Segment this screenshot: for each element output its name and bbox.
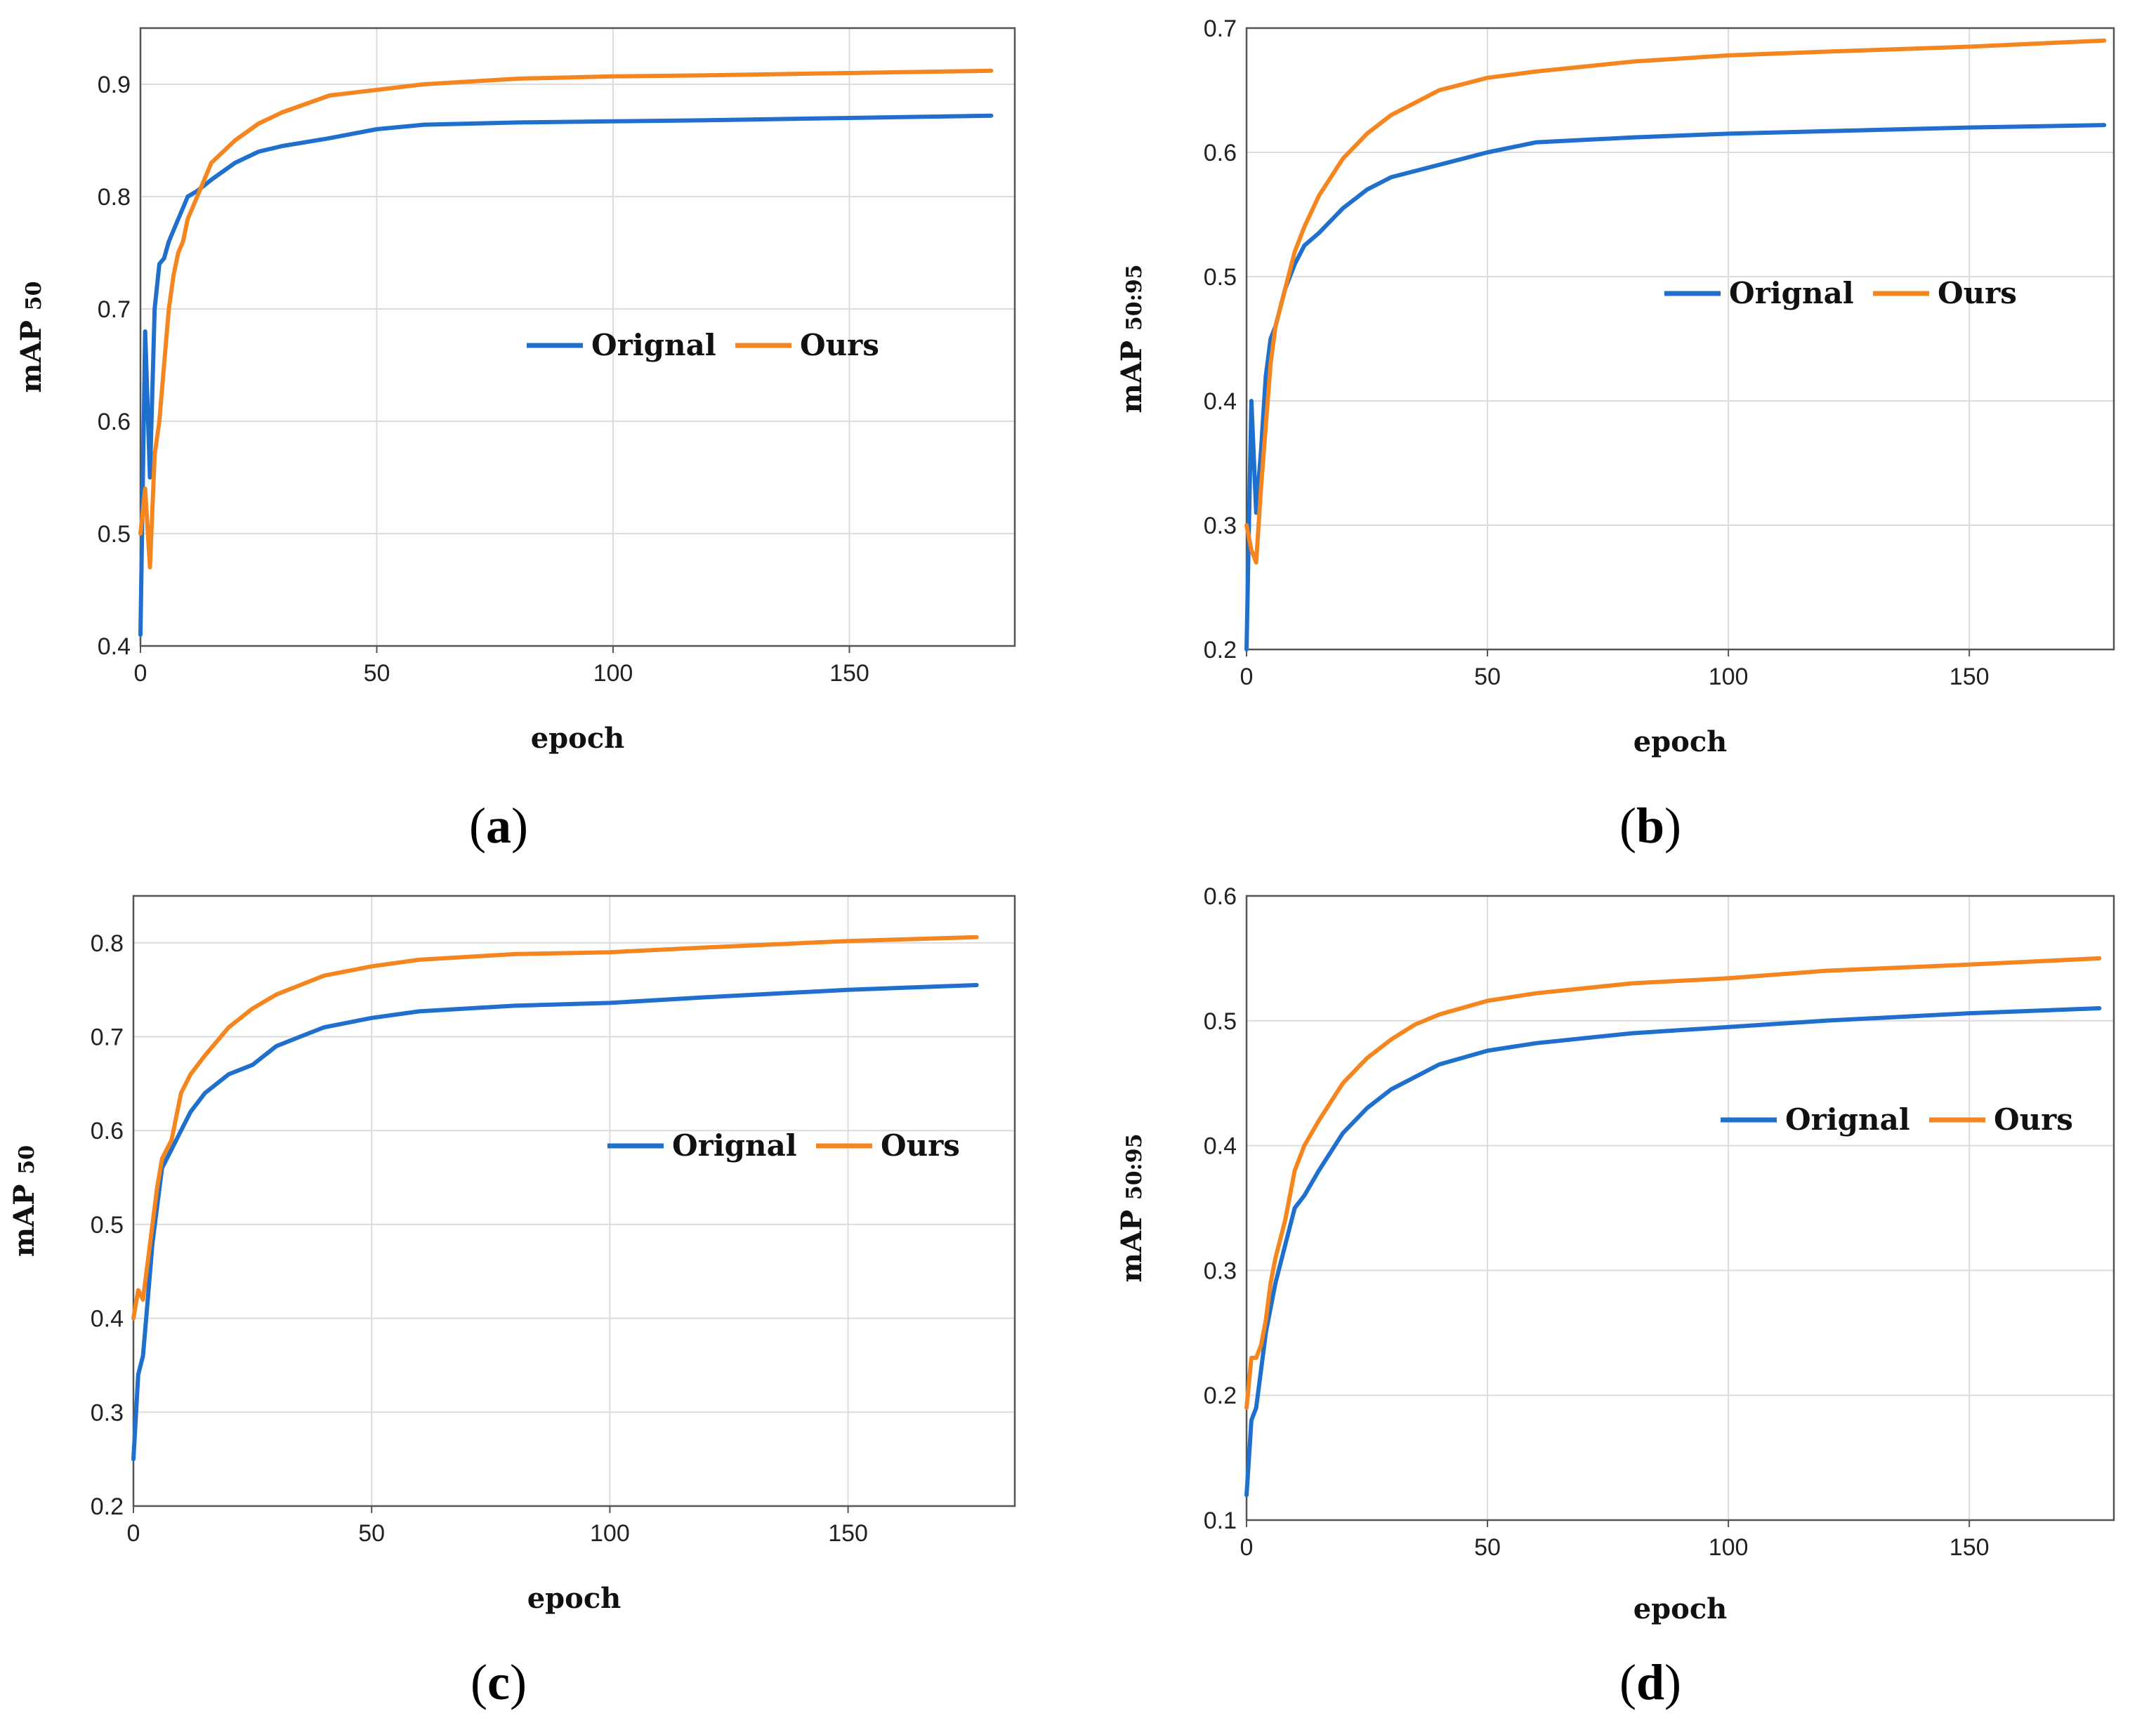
y-tick-label: 0.9 (98, 72, 131, 98)
chart-panel-d: 0 50 100 150 0.1 0.2 0.3 0.4 0.5 0.6 epoch mAP 50:9… (1115, 883, 2115, 1710)
legend: Orignal Ours (527, 328, 879, 362)
y-tick-label: 0.8 (98, 184, 131, 211)
y-tick-label: 0.2 (91, 1493, 124, 1520)
panel-label-b: (b) (1619, 798, 1681, 854)
x-axis-label: epoch (1634, 725, 1728, 758)
y-tick-label: 0.1 (1204, 1507, 1237, 1534)
y-tick-label: 0.8 (91, 930, 124, 957)
y-tick-label: 0.3 (1204, 1258, 1237, 1284)
y-tick-label: 0.5 (1204, 264, 1237, 291)
y-tick-label: 0.7 (91, 1024, 124, 1051)
x-tick-label: 50 (358, 1520, 385, 1547)
plot-frame (132, 895, 1016, 1507)
x-tick-label: 150 (829, 660, 869, 687)
panel-label-c: (c) (471, 1654, 527, 1710)
x-tick-label: 150 (1950, 664, 1990, 690)
x-tick-label: 0 (134, 660, 147, 687)
y-tick-label: 0.3 (1204, 513, 1237, 539)
panel-label-d: (d) (1619, 1654, 1681, 1710)
y-tick-label: 0.6 (1204, 140, 1237, 166)
y-tick-label: 0.6 (91, 1118, 124, 1144)
series-line-orignal (1244, 1006, 2102, 1498)
x-tick-label: 50 (1474, 1534, 1501, 1561)
plot-frame (139, 27, 1016, 647)
plot-frame (1245, 27, 2115, 651)
y-tick-label: 0.4 (1204, 388, 1237, 415)
chart-panel-b: 0 50 100 150 0.2 0.3 0.4 0.5 0.6 0.7 epoch mAP 50:9… (1115, 15, 2115, 854)
y-tick-label: 0.5 (91, 1212, 124, 1239)
legend-label-orignal: Orignal (1729, 276, 1854, 310)
y-tick-label: 0.2 (1204, 1382, 1237, 1409)
y-axis-label: mAP 50 (8, 1145, 41, 1257)
y-tick-label: 0.4 (91, 1306, 124, 1333)
y-tick-label: 0.5 (1204, 1008, 1237, 1035)
x-tick-label: 100 (593, 660, 633, 687)
y-tick-label: 0.6 (1204, 883, 1237, 910)
series-line-ours (1244, 956, 2102, 1410)
legend-label-orignal: Orignal (591, 328, 716, 362)
legend: Orignal Ours (1721, 1102, 2073, 1137)
x-tick-label: 100 (590, 1520, 630, 1547)
y-tick-label: 0.4 (1204, 1133, 1237, 1160)
series-line-ours (1244, 38, 2107, 565)
legend-label-ours: Ours (1938, 276, 2017, 310)
legend: Orignal Ours (1664, 276, 2017, 310)
legend-label-ours: Ours (800, 328, 879, 362)
x-tick-label: 0 (1240, 1534, 1254, 1561)
series-line-orignal (138, 113, 994, 637)
x-tick-label: 50 (364, 660, 390, 687)
y-tick-label: 0.5 (98, 521, 131, 548)
series-line-ours (138, 68, 994, 569)
series-line-ours (131, 935, 979, 1321)
y-tick-label: 0.7 (1204, 15, 1237, 42)
legend-label-orignal: Orignal (672, 1128, 797, 1163)
y-axis-label: mAP 50:95 (1115, 265, 1148, 414)
y-tick-label: 0.6 (98, 409, 131, 435)
y-axis-label: mAP 50:95 (1115, 1134, 1148, 1283)
series-line-orignal (1244, 123, 2107, 652)
y-axis-label: mAP 50 (15, 281, 48, 392)
x-tick-label: 100 (1709, 664, 1749, 690)
plot-frame (1245, 895, 2115, 1522)
x-axis-label: epoch (1634, 1592, 1728, 1625)
x-tick-label: 100 (1709, 1534, 1749, 1561)
y-tick-label: 0.4 (98, 633, 131, 660)
series-line-orignal (131, 983, 979, 1462)
x-tick-label: 0 (127, 1520, 140, 1547)
legend-label-ours: Ours (1994, 1102, 2073, 1137)
x-axis-label: epoch (531, 722, 625, 755)
y-tick-label: 0.2 (1204, 637, 1237, 664)
chart-panel-a: 0 50 100 150 0.4 0.5 0.6 0.7 0.8 0.9 epoch mAP 50 Or… (15, 27, 1016, 854)
legend-label-ours: Ours (881, 1128, 960, 1163)
panel-label-a: (a) (469, 798, 528, 854)
x-tick-label: 150 (1950, 1534, 1990, 1561)
y-tick-label: 0.3 (91, 1399, 124, 1426)
x-tick-label: 150 (828, 1520, 868, 1547)
y-tick-label: 0.7 (98, 296, 131, 323)
x-axis-label: epoch (527, 1582, 622, 1615)
x-tick-label: 50 (1474, 664, 1501, 690)
legend: Orignal Ours (607, 1128, 960, 1163)
x-tick-label: 0 (1240, 664, 1254, 690)
chart-panel-c: 0 50 100 150 0.2 0.3 0.4 0.5 0.6 0.7 0.8 epoch mAP 5… (8, 895, 1016, 1710)
legend-label-orignal: Orignal (1785, 1102, 1910, 1137)
